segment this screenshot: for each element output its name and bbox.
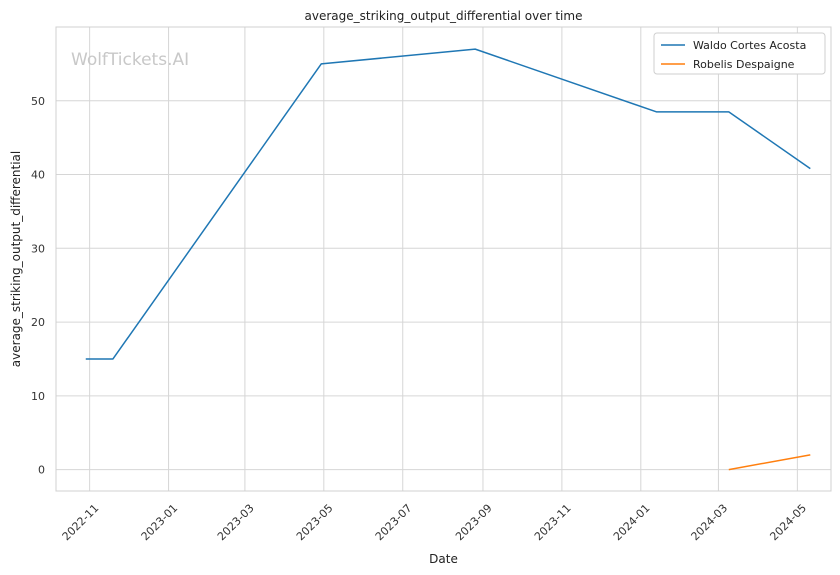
y-axis-ticks: 0 10 20 30 40 50 [31,95,45,477]
legend-label-waldo-cortes-acosta: Waldo Cortes Acosta [693,39,806,52]
legend-label-robelis-despaigne: Robelis Despaigne [693,58,795,71]
y-tick-label-0: 0 [38,464,45,477]
y-tick-label-50: 50 [31,95,45,108]
legend: Waldo Cortes Acosta Robelis Despaigne [653,32,826,75]
chart-title: average_striking_output_differential ove… [305,9,583,23]
plot-frame [55,26,832,492]
y-tick-label-40: 40 [31,169,45,182]
series-line-robelis-despaigne [728,454,811,471]
y-tick-label-30: 30 [31,242,45,255]
grid-lines [56,27,831,491]
y-axis-label: average_striking_output_differential [9,151,23,367]
watermark-text: WolfTickets.AI [71,50,189,70]
y-tick-label-20: 20 [31,316,45,329]
x-axis-label: Date [429,552,458,566]
plot-area [56,27,831,491]
legend-box [653,32,826,75]
y-tick-label-10: 10 [31,390,45,403]
series-line-waldo-cortes-acosta [85,48,811,360]
series-lines [85,48,811,471]
